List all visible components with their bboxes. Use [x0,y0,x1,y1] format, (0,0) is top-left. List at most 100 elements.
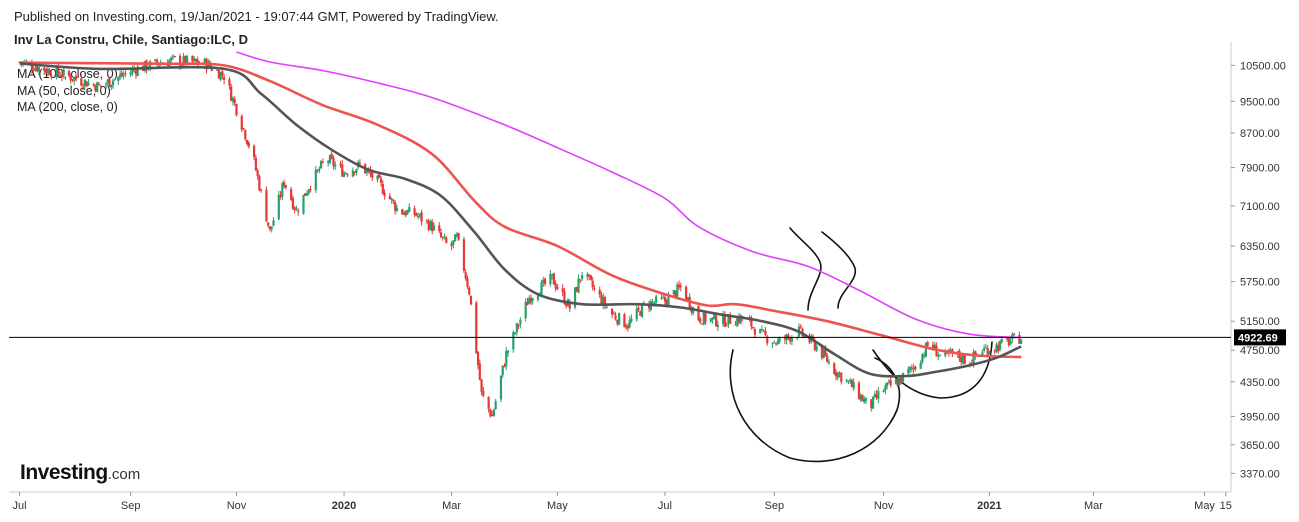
candle-body-up [295,209,298,211]
candle-body-up [170,57,173,61]
candle-body-up [307,189,310,194]
candle-body-up [501,365,504,376]
candle-body-down [134,70,138,75]
candle-body-up [838,373,841,375]
candle-body-down [568,301,571,309]
candle-body-down [85,81,88,87]
x-tick-label: 2020 [332,500,356,512]
candle-body-down [591,280,594,288]
candle-body-up [454,234,457,242]
candle-body-down [723,314,727,327]
candle-body-down [783,338,786,340]
candle-body-down [69,76,72,81]
candle-body-down [593,288,596,290]
candle-body-up [513,332,517,334]
legend-item-ma200[interactable]: MA (200, close, 0) [17,100,118,114]
candle-body-up [118,74,122,77]
candle-body-up [492,409,496,417]
candle-body-up [272,220,275,226]
legend-item-ma50[interactable]: MA (50, close, 0) [17,83,111,98]
y-tick-label: 3370.00 [1240,468,1280,480]
candle-body-down [861,395,864,402]
candle-body-down [108,78,111,87]
publication-note: Published on Investing.com, 19/Jan/2021 … [14,9,499,24]
annotation-steam-right [821,231,856,309]
candle-body-up [660,297,663,299]
candle-body-up [727,314,730,325]
candle-body-down [57,65,60,74]
candle-body-down [910,367,913,369]
candle-body-up [34,67,37,71]
candle-body-up [863,399,866,403]
candle-body-down [267,222,270,226]
candle-body-up [847,380,850,382]
candle-body-down [94,85,97,91]
x-tick-label: May [1194,500,1215,512]
candle-body-down [774,343,778,345]
x-tick-label: Jul [13,500,27,512]
hand-drawn-annotations [729,227,993,463]
y-tick-label: 3950.00 [1240,411,1280,423]
candle-body-up [185,56,189,65]
candle-body-down [900,377,903,383]
candle-body-down [468,287,471,295]
candle-body-down [392,200,395,202]
candle-body-down [588,274,591,277]
candle-body-up [528,298,531,304]
candle-body-down [974,351,977,356]
candle-body-down [196,59,199,65]
candle-body-down [699,318,702,323]
candle-body-down [926,342,929,346]
candle-body-up [864,397,868,401]
candle-body-up [281,183,284,197]
candle-body-down [462,239,466,271]
candle-body-down [184,55,187,65]
legend-item-ma100[interactable]: MA (100, close, 0) [17,67,118,81]
candle-body-up [640,303,644,318]
candle-body-up [605,307,608,309]
candle-body-down [750,317,753,327]
candle-body-down [1018,334,1021,344]
candle-body-up [873,394,876,397]
candle-body-up [773,342,776,344]
candle-body-up [776,340,779,345]
candle-body-up [653,302,656,304]
investing-logo: Investing.com [20,461,140,485]
candle-body-down [674,290,677,298]
candle-body-down [120,72,123,77]
candle-body-down [875,394,878,398]
y-tick-label: 5750.00 [1240,277,1280,289]
y-tick-label: 6350.00 [1240,241,1280,253]
candle-body-down [304,193,307,196]
candle-body-up [111,80,115,86]
candle-body-up [443,236,446,238]
candle-body-up [455,233,458,237]
candle-body-down [623,314,626,328]
candle-body-up [739,315,742,324]
annotation-handle-curve [872,341,993,399]
candle-body-up [709,318,712,322]
candle-body-down [491,414,494,417]
candle-body-up [203,58,206,65]
candle-body-down [74,75,78,80]
candle-body-up [416,216,420,218]
candle-body-down [124,73,127,75]
candle-body-down [425,220,429,222]
candle-body-up [540,282,543,297]
candle-body-up [938,354,942,356]
candle-body-down [254,157,257,171]
candle-body-down [679,285,682,288]
candle-body-up [395,207,399,211]
candle-body-up [852,381,855,389]
candle-body-down [245,140,249,145]
candle-body-up [549,273,552,285]
candle-body-down [457,233,460,240]
candle-body-up [104,83,108,86]
candle-body-down [986,348,989,356]
candle-body-down [914,366,917,370]
candle-body-down [341,164,344,177]
candle-body-down [543,278,547,284]
candle-body-down [309,189,312,191]
candle-body-up [320,161,323,169]
